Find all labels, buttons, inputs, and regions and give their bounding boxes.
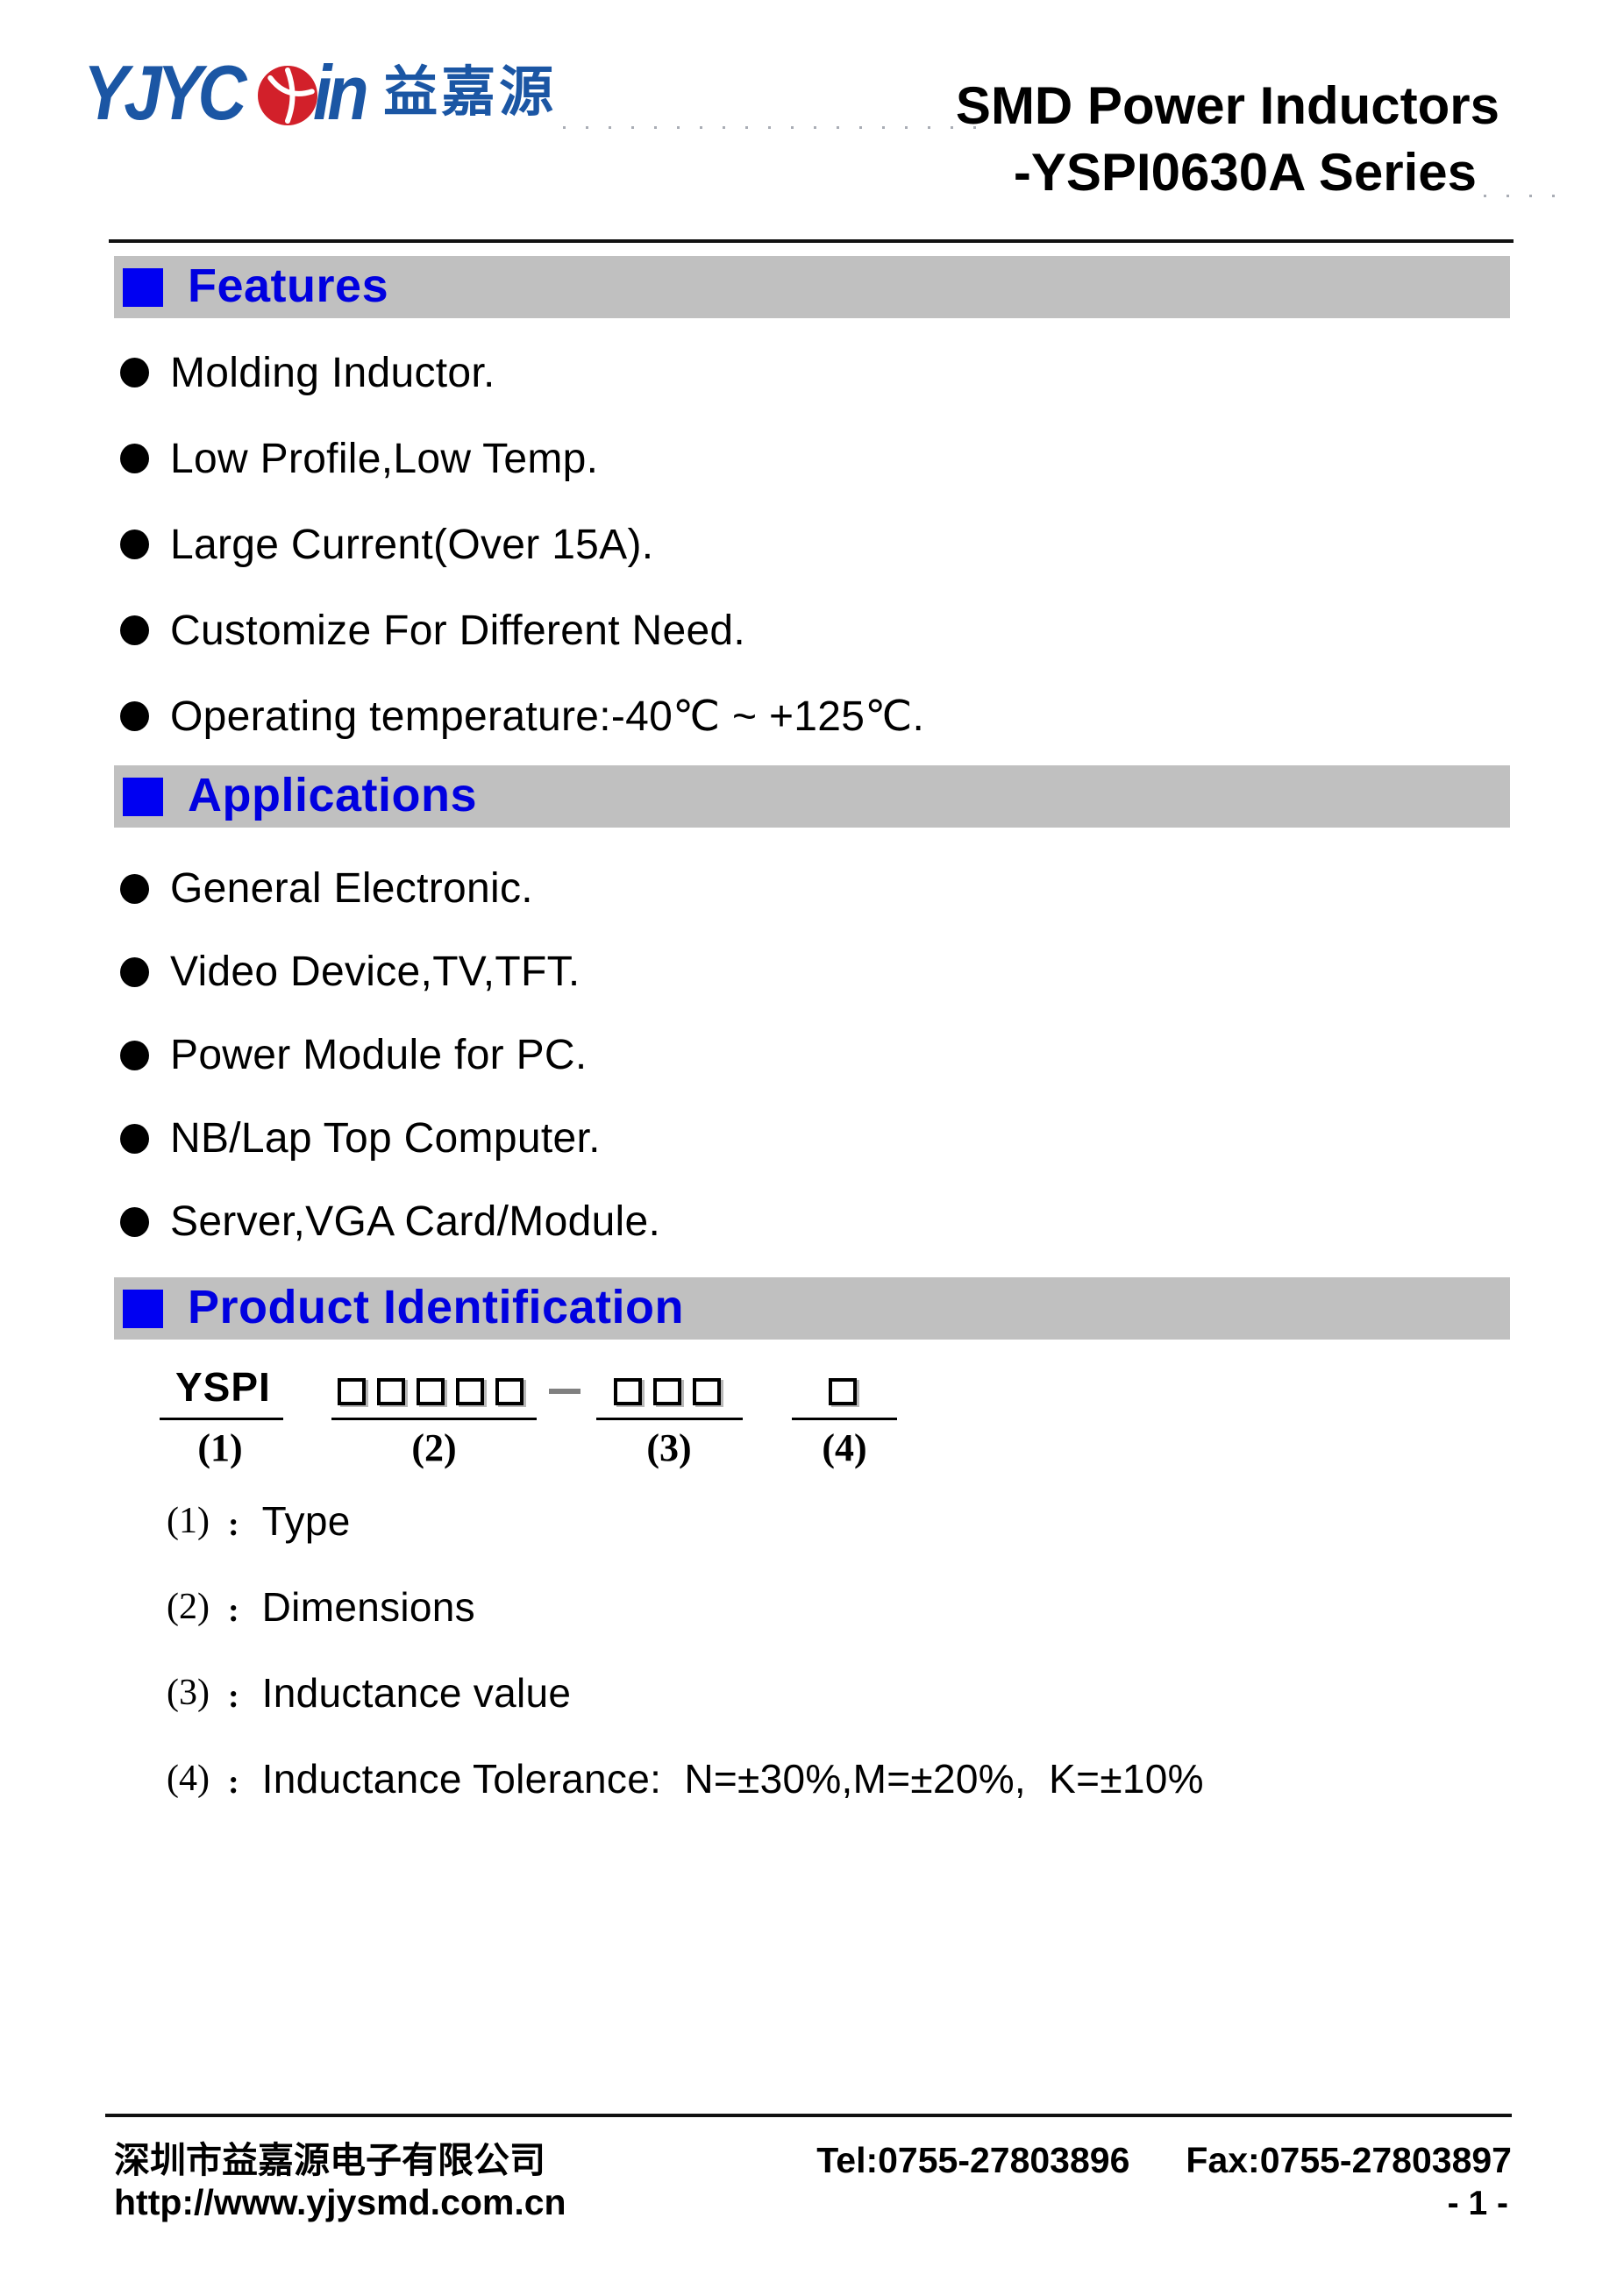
dotted-divider-small: [1484, 195, 1557, 197]
legend-text: Dimensions: [261, 1584, 475, 1630]
digit-box: [417, 1378, 445, 1405]
tel-number: Tel:0755-27803896: [816, 2140, 1130, 2180]
document-title: SMD Power Inductors -YSPI0630A Series: [956, 77, 1499, 202]
feature-text: Low Profile,Low Temp.: [170, 435, 599, 482]
section-header-features: Features: [114, 256, 1510, 318]
legend-text: Inductance Tolerance: N=±30%,M=±20%, K=±…: [261, 1756, 1204, 1802]
page-number: - 1 -: [1447, 2185, 1508, 2222]
header-rule: [109, 239, 1514, 243]
list-item: Video Device,TV,TFT.: [120, 930, 660, 1013]
features-list: Molding Inductor. Low Profile,Low Temp. …: [120, 330, 924, 759]
underline-segment-1: [160, 1418, 283, 1420]
underline-segment-3: [596, 1418, 743, 1420]
digit-box: [829, 1378, 857, 1405]
section-title-product-identification: Product Identification: [188, 1280, 685, 1333]
footer-row-1: 深圳市益嘉源电子有限公司 Tel:0755-27803896 Fax:0755-…: [114, 2130, 1512, 2183]
bullet-icon: [120, 701, 149, 731]
application-text: Video Device,TV,TFT.: [170, 949, 581, 995]
bullet-icon: [120, 1040, 149, 1070]
legend-colon: :: [228, 1764, 239, 1801]
segment-label-1: (1): [197, 1426, 243, 1469]
feature-text: Customize For Different Need.: [170, 607, 746, 654]
digit-box: [456, 1378, 484, 1405]
feature-text: Molding Inductor.: [170, 349, 495, 396]
coin-icon: [257, 66, 317, 125]
part-number-legend: (1) : Type (2) : Dimensions (3) : Induct…: [167, 1478, 1204, 1822]
bullet-icon: [120, 1123, 149, 1154]
legend-colon: :: [228, 1678, 239, 1715]
section-title-applications: Applications: [188, 768, 478, 821]
bullet-icon: [120, 444, 149, 473]
digit-box: [653, 1378, 681, 1405]
fax-number: Fax:0755-27803897: [1186, 2140, 1512, 2180]
list-item: Customize For Different Need.: [120, 587, 924, 673]
dash-separator: [549, 1389, 581, 1394]
list-item: Operating temperature:-40℃ ~ +125℃.: [120, 673, 924, 759]
part-number-prefix: YSPI: [175, 1364, 271, 1410]
logo-cjk-text: 益嘉源: [383, 62, 558, 123]
bullet-icon: [120, 530, 149, 559]
underline-segment-2: [331, 1418, 537, 1420]
legend-row: (1) : Type: [167, 1478, 1204, 1564]
segment-label-4: (4): [822, 1426, 867, 1469]
dotted-divider: [563, 126, 982, 129]
blue-square-icon: [123, 1289, 163, 1328]
legend-text: Inductance value: [261, 1670, 572, 1716]
list-item: General Electronic.: [120, 847, 660, 930]
application-text: Power Module for PC.: [170, 1032, 588, 1078]
legend-row: (2) : Dimensions: [167, 1564, 1204, 1650]
list-item: Low Profile,Low Temp.: [120, 416, 924, 501]
company-logo: YJYC in 益嘉源: [83, 51, 557, 135]
blue-square-icon: [123, 267, 163, 307]
segment-label-3: (3): [646, 1426, 692, 1469]
bullet-icon: [120, 358, 149, 387]
bullet-icon: [120, 1206, 149, 1237]
list-item: NB/Lap Top Computer.: [120, 1097, 660, 1180]
section-header-product-identification: Product Identification: [114, 1277, 1510, 1340]
digit-box: [614, 1378, 642, 1405]
feature-text: Large Current(Over 15A).: [170, 521, 654, 568]
section-title-features: Features: [188, 259, 389, 312]
list-item: Power Module for PC.: [120, 1013, 660, 1097]
bullet-icon: [120, 956, 149, 987]
digit-box: [693, 1378, 721, 1405]
doc-title-line2: -YSPI0630A Series: [1013, 143, 1477, 202]
list-item: Server,VGA Card/Module.: [120, 1180, 660, 1263]
company-name: 深圳市益嘉源电子有限公司: [114, 2140, 545, 2180]
digit-box: [495, 1378, 524, 1405]
digit-box: [338, 1378, 366, 1405]
application-text: NB/Lap Top Computer.: [170, 1115, 601, 1162]
blue-square-icon: [123, 777, 163, 816]
legend-colon: :: [228, 1592, 239, 1629]
doc-title-line1: SMD Power Inductors: [955, 76, 1499, 135]
bullet-icon: [120, 615, 149, 645]
section-header-applications: Applications: [114, 765, 1510, 828]
legend-number: (4): [167, 1759, 210, 1799]
legend-text: Type: [261, 1498, 351, 1544]
contact-numbers: Tel:0755-27803896 Fax:0755-27803897: [816, 2140, 1512, 2181]
legend-row: (3) : Inductance value: [167, 1650, 1204, 1736]
underline-segment-4: [792, 1418, 897, 1420]
logo-text-right: in: [312, 49, 369, 136]
footer-rule: [105, 2114, 1512, 2117]
legend-row: (4) : Inductance Tolerance: N=±30%,M=±20…: [167, 1736, 1204, 1822]
footer-row-2: http://www.yjysmd.com.cn - 1 -: [114, 2182, 1512, 2223]
application-text: Server,VGA Card/Module.: [170, 1198, 661, 1245]
segment-label-2: (2): [411, 1426, 457, 1469]
legend-number: (3): [167, 1673, 210, 1713]
list-item: Molding Inductor.: [120, 330, 924, 416]
feature-text: Operating temperature:-40℃ ~ +125℃.: [170, 693, 925, 740]
legend-colon: :: [228, 1506, 239, 1543]
digit-box: [377, 1378, 405, 1405]
list-item: Large Current(Over 15A).: [120, 501, 924, 587]
logo-text-left: YJYC: [83, 49, 246, 136]
applications-list: General Electronic. Video Device,TV,TFT.…: [120, 847, 660, 1263]
legend-number: (2): [167, 1587, 210, 1627]
application-text: General Electronic.: [170, 865, 533, 912]
bullet-icon: [120, 873, 149, 904]
legend-number: (1): [167, 1501, 210, 1541]
website-url: http://www.yjysmd.com.cn: [114, 2182, 566, 2222]
